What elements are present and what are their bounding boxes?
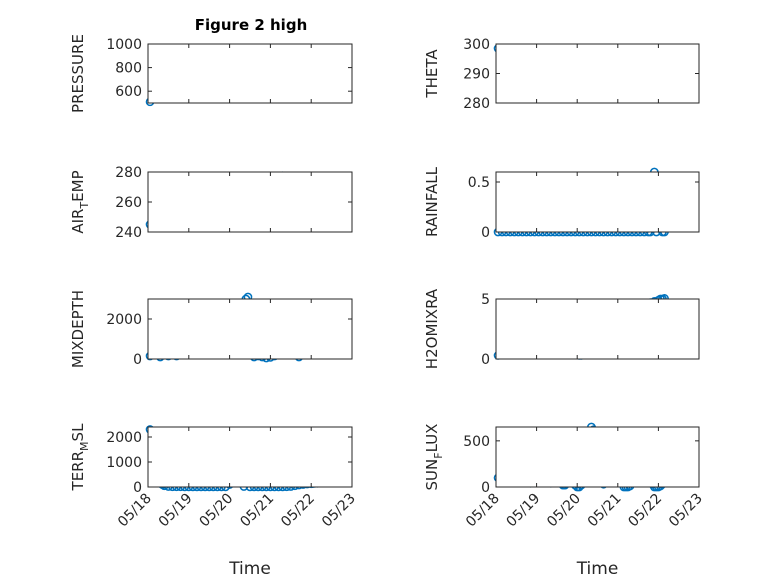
figure-title: Figure 2 high	[195, 16, 308, 34]
axes-frame	[147, 43, 353, 104]
y-tick-label: 2000	[106, 430, 142, 446]
axes-frame	[495, 298, 700, 360]
y-axis-label: PRESSURE	[69, 34, 87, 113]
x-axis-label: Time	[576, 559, 619, 579]
y-axis-label: SUNFLUX	[423, 424, 445, 491]
panel-6: 0 5 H2OMIXRA	[423, 288, 700, 369]
y-axis-label: TERRMSL	[69, 423, 91, 492]
panel-1: 600 800 1000 PRESSURE	[69, 34, 353, 113]
y-axis-label: RAINFALL	[423, 166, 441, 237]
y-axis-label: THETA	[423, 49, 441, 99]
panel-5: 0 2000 MIXDEPTH	[69, 290, 353, 368]
y-tick-label: 0	[133, 352, 142, 368]
x-axis-label: Time	[228, 559, 271, 579]
y-tick-label: 0	[481, 352, 490, 368]
y-tick-label: 0	[481, 480, 490, 496]
axes-frame	[495, 426, 700, 488]
y-tick-label: 0	[481, 225, 490, 241]
axes-frame	[147, 298, 353, 360]
y-tick-label: 240	[115, 225, 142, 241]
y-tick-label: 0	[133, 480, 142, 496]
panel-4: 0 0.5 RAINFALL	[423, 166, 700, 241]
y-tick-label: 290	[463, 67, 490, 83]
axes-frame	[495, 43, 700, 104]
y-tick-label: 600	[115, 84, 142, 100]
y-tick-label: 2000	[106, 312, 142, 328]
y-tick-label: 1000	[106, 455, 142, 471]
y-axis-label: MIXDEPTH	[69, 290, 87, 368]
y-tick-label: 260	[115, 195, 142, 211]
y-axis-label: AIRTEMP	[69, 170, 91, 233]
y-tick-label: 280	[463, 96, 490, 112]
y-tick-label: 5	[481, 292, 490, 308]
y-tick-label: 800	[115, 61, 142, 77]
y-axis-label: H2OMIXRA	[423, 288, 441, 369]
axes-frame	[147, 426, 353, 488]
panel-3: 240 260 280 AIRTEMP	[69, 165, 353, 241]
y-tick-label: 280	[115, 165, 142, 181]
panel-2: 280 290 300 THETA	[423, 37, 700, 112]
axes-frame	[147, 171, 353, 233]
y-tick-label: 300	[463, 37, 490, 53]
axes-frame	[495, 171, 700, 233]
y-tick-label: 0.5	[468, 175, 490, 191]
y-tick-label: 500	[463, 434, 490, 450]
y-tick-label: 1000	[106, 37, 142, 53]
